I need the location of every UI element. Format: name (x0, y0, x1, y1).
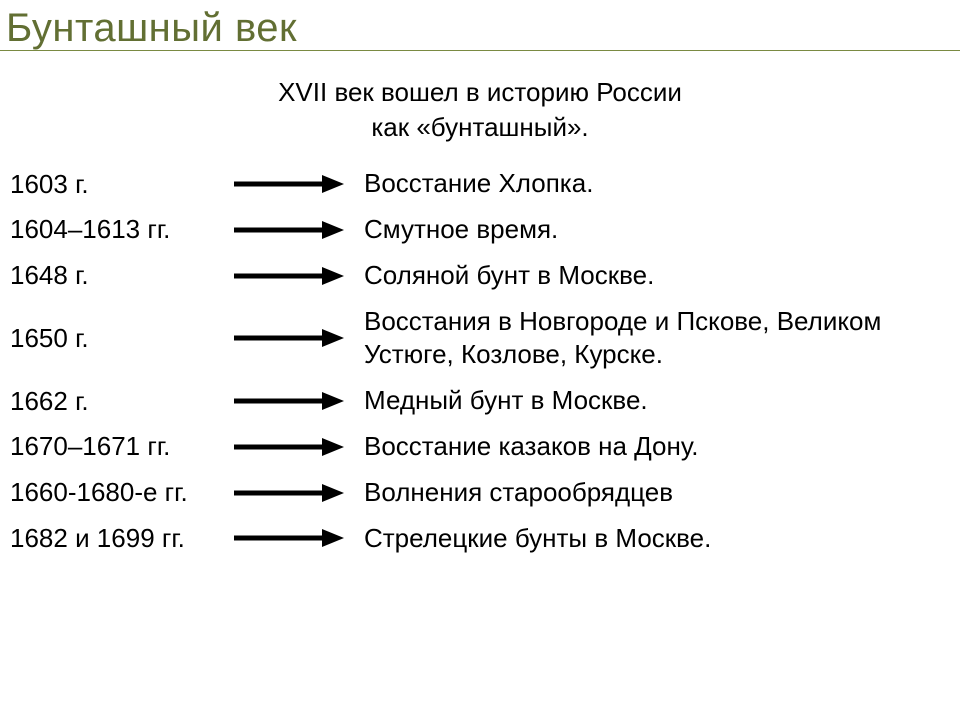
event-label: Соляной бунт в Москве. (364, 259, 952, 293)
event-label: Восстание казаков на Дону. (364, 430, 952, 464)
arrow-icon (234, 220, 364, 240)
event-label: Стрелецкие бунты в Москве. (364, 522, 952, 556)
event-row: 1670–1671 гг. Восстание казаков на Дону. (10, 430, 952, 464)
arrow-icon (234, 483, 364, 503)
slide-title: Бунташный век (0, 0, 960, 51)
arrow-icon (234, 391, 364, 411)
event-date: 1648 г. (10, 260, 234, 291)
event-row: 1603 г. Восстание Хлопка. (10, 167, 952, 201)
slide-subtitle: XVII век вошел в историю России как «бун… (0, 75, 960, 145)
event-date: 1604–1613 гг. (10, 214, 234, 245)
event-date: 1662 г. (10, 386, 234, 417)
event-row: 1660-1680-е гг. Волнения старообрядцев (10, 476, 952, 510)
event-label: Медный бунт в Москве. (364, 384, 952, 418)
event-label: Восстание Хлопка. (364, 167, 952, 201)
event-row: 1648 г. Соляной бунт в Москве. (10, 259, 952, 293)
event-label: Смутное время. (364, 213, 952, 247)
event-row: 1604–1613 гг. Смутное время. (10, 213, 952, 247)
event-label: Волнения старообрядцев (364, 476, 952, 510)
events-list: 1603 г. Восстание Хлопка. 1604–1613 гг. … (0, 167, 960, 555)
event-row: 1650 г. Восстания в Новгороде и Пскове, … (10, 305, 952, 373)
arrow-icon (234, 437, 364, 457)
arrow-icon (234, 528, 364, 548)
arrow-icon (234, 328, 364, 348)
subtitle-line-1: XVII век вошел в историю России (278, 77, 682, 107)
event-date: 1660-1680-е гг. (10, 477, 234, 508)
event-date: 1670–1671 гг. (10, 431, 234, 462)
event-row: 1662 г. Медный бунт в Москве. (10, 384, 952, 418)
event-row: 1682 и 1699 гг. Стрелецкие бунты в Москв… (10, 522, 952, 556)
event-date: 1682 и 1699 гг. (10, 523, 234, 554)
event-date: 1650 г. (10, 323, 234, 354)
subtitle-line-2: как «бунташный». (371, 112, 588, 142)
arrow-icon (234, 266, 364, 286)
event-label: Восстания в Новгороде и Пскове, Великом … (364, 305, 952, 373)
event-date: 1603 г. (10, 169, 234, 200)
arrow-icon (234, 174, 364, 194)
slide: Бунташный век XVII век вошел в историю Р… (0, 0, 960, 720)
